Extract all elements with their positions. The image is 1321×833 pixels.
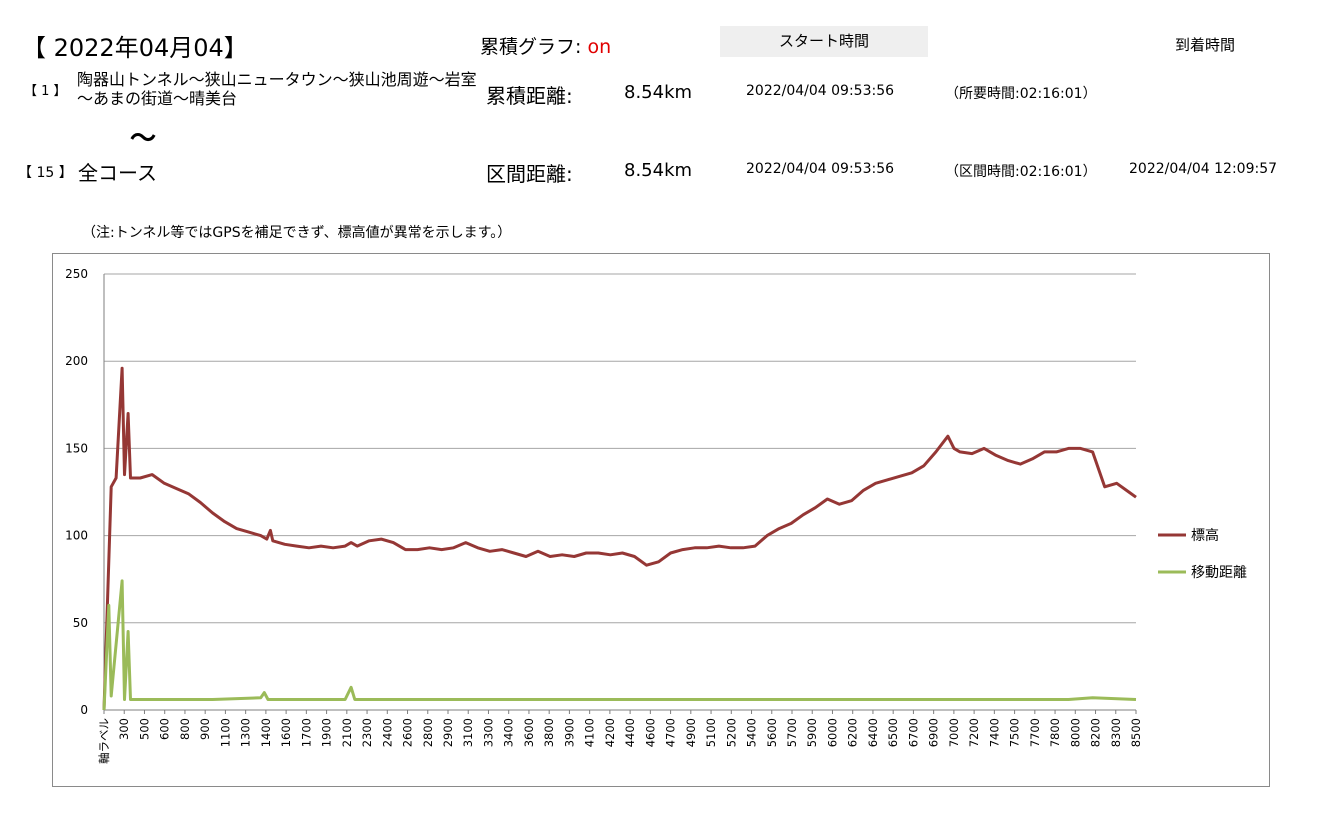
route-first-name: 陶器山トンネル～狭山ニュータウン～狭山池周遊～岩室～あまの街道～晴美台 bbox=[77, 70, 477, 108]
cumulative-duration: （所要時間:02:16:01） bbox=[945, 86, 1097, 102]
elevation-chart-frame bbox=[52, 253, 1270, 787]
y-tick-label: 0 bbox=[80, 703, 88, 717]
x-tick-label: 800 bbox=[178, 718, 192, 740]
x-tick-label: 6000 bbox=[825, 718, 839, 747]
x-tick-label: 4200 bbox=[603, 718, 617, 747]
x-tick-label: 5600 bbox=[765, 718, 779, 747]
x-tick-label: 4900 bbox=[684, 718, 698, 747]
x-tick-label: 500 bbox=[137, 718, 151, 740]
x-tick-label: 5700 bbox=[785, 718, 799, 747]
x-tick-label: 2100 bbox=[340, 718, 354, 747]
x-tick-label: 2400 bbox=[380, 718, 394, 747]
x-tick-label: 6400 bbox=[866, 718, 880, 747]
x-tick-label: 7400 bbox=[987, 718, 1001, 747]
cumulative-start-time: 2022/04/04 09:53:56 bbox=[746, 83, 895, 99]
y-tick-label: 150 bbox=[65, 441, 88, 455]
section-duration: （区間時間:02:16:01） bbox=[945, 164, 1097, 180]
x-tick-label: 8200 bbox=[1089, 718, 1103, 747]
x-tick-label: 300 bbox=[117, 718, 131, 740]
x-tick-label: 4700 bbox=[664, 718, 678, 747]
section-distance-value: 8.54km bbox=[624, 160, 693, 181]
movement-distance-line bbox=[102, 579, 1137, 711]
x-tick-label: 3900 bbox=[562, 718, 576, 747]
route-last-number: 【 15 】 bbox=[18, 165, 73, 181]
x-tick-label: 4100 bbox=[583, 718, 597, 747]
x-tick-label: 8500 bbox=[1129, 718, 1143, 747]
route-first-number: 【 1 】 bbox=[24, 84, 67, 99]
x-tick-label: 3400 bbox=[502, 718, 516, 747]
y-tick-label: 100 bbox=[65, 529, 88, 543]
x-tick-label: 2300 bbox=[360, 718, 374, 747]
route-last-name: 全コース bbox=[78, 161, 157, 185]
x-tick-label: 3100 bbox=[461, 718, 475, 747]
x-tick-label: 1300 bbox=[239, 718, 253, 747]
session-date: 【 2022年04月04】 bbox=[22, 34, 248, 62]
x-tick-label: 5900 bbox=[805, 718, 819, 747]
x-tick-label: 2600 bbox=[401, 718, 415, 747]
x-tick-label: 1100 bbox=[218, 718, 232, 747]
cumulative-distance-value: 8.54km bbox=[624, 82, 693, 103]
y-tick-label: 200 bbox=[65, 354, 88, 368]
section-start-time: 2022/04/04 09:53:56 bbox=[746, 161, 895, 177]
section-arrival-time: 2022/04/04 12:09:57 bbox=[1129, 161, 1278, 177]
x-tick-label: 2800 bbox=[421, 718, 435, 747]
x-tick-label: 軸ラベル bbox=[97, 718, 111, 764]
x-tick-label: 6700 bbox=[906, 718, 920, 747]
route-range-tilde: ～ bbox=[130, 124, 157, 154]
x-tick-label: 4400 bbox=[623, 718, 637, 747]
section-distance-label: 区間距離: bbox=[486, 162, 573, 186]
y-tick-label: 50 bbox=[73, 616, 88, 630]
x-tick-label: 900 bbox=[198, 718, 212, 740]
arrival-time-header: 到着時間 bbox=[1175, 36, 1236, 54]
x-tick-label: 2900 bbox=[441, 718, 455, 747]
gps-note: （注:トンネル等ではGPSを補足できず、標高値が異常を示します。） bbox=[82, 225, 512, 241]
x-tick-label: 3300 bbox=[481, 718, 495, 747]
x-tick-label: 1700 bbox=[299, 718, 313, 747]
x-tick-label: 7000 bbox=[947, 718, 961, 747]
x-tick-label: 8000 bbox=[1068, 718, 1082, 747]
x-tick-label: 6200 bbox=[846, 718, 860, 747]
graph-mode-value: on bbox=[587, 36, 612, 58]
start-time-header: スタート時間 bbox=[720, 26, 928, 57]
x-tick-label: 7700 bbox=[1028, 718, 1042, 747]
cumulative-graph-toggle[interactable]: 累積グラフ: on bbox=[480, 32, 611, 59]
graph-mode-label: 累積グラフ: bbox=[480, 36, 588, 58]
y-tick-label: 250 bbox=[65, 267, 88, 281]
x-tick-label: 7200 bbox=[967, 718, 981, 747]
legend-movement-distance-label: 移動距離 bbox=[1191, 564, 1247, 581]
x-tick-label: 3600 bbox=[522, 718, 536, 747]
x-tick-label: 600 bbox=[158, 718, 172, 740]
x-tick-label: 3800 bbox=[542, 718, 556, 747]
x-tick-label: 6900 bbox=[927, 718, 941, 747]
elevation-line bbox=[102, 366, 1137, 711]
x-tick-label: 6500 bbox=[886, 718, 900, 747]
x-tick-label: 4600 bbox=[643, 718, 657, 747]
legend-elevation-label: 標高 bbox=[1191, 527, 1219, 544]
x-tick-label: 1400 bbox=[259, 718, 273, 747]
x-tick-label: 8300 bbox=[1109, 718, 1123, 747]
x-tick-label: 5200 bbox=[724, 718, 738, 747]
x-tick-label: 1600 bbox=[279, 718, 293, 747]
x-tick-label: 7800 bbox=[1048, 718, 1062, 747]
x-tick-label: 5100 bbox=[704, 718, 718, 747]
x-tick-label: 1900 bbox=[320, 718, 334, 747]
x-tick-label: 7500 bbox=[1008, 718, 1022, 747]
cumulative-distance-label: 累積距離: bbox=[486, 84, 573, 108]
x-tick-label: 5400 bbox=[745, 718, 759, 747]
